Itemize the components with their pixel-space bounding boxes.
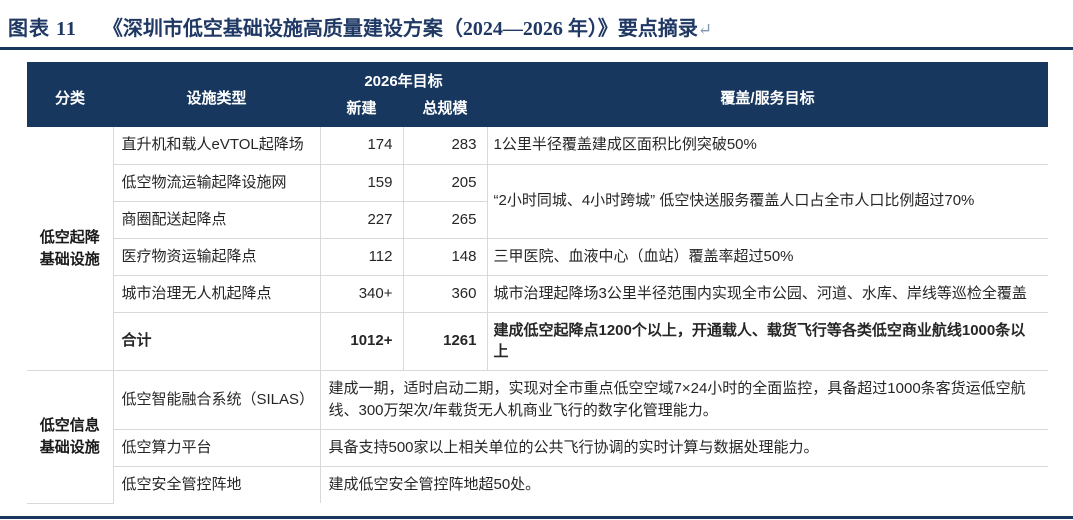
table-row: 低空信息 基础设施 低空智能融合系统（SILAS） 建成一期，适时启动二期，实现… bbox=[27, 370, 1048, 504]
table-row: 低空起降 基础设施 直升机和载人eVTOL起降场 174 283 1公里半径覆盖… bbox=[27, 127, 1048, 371]
new-built-total: 1012+ bbox=[319, 311, 404, 371]
new-built-value: 159 bbox=[319, 163, 404, 202]
new-built-value: 340+ bbox=[319, 274, 404, 313]
table-row: 低空物流运输起降设施网 159 205 “2小时同城、4小时跨城” 低空快送服务… bbox=[27, 163, 1048, 239]
new-built-value: 174 bbox=[319, 127, 404, 165]
header-total-scale: 总规模 bbox=[403, 94, 487, 127]
facility-cell: 低空算力平台 bbox=[113, 428, 321, 467]
coverage-goal-cell: “2小时同城、4小时跨城” 低空快送服务覆盖人口占全市人口比例超过70% bbox=[486, 163, 1048, 239]
new-built-value: 112 bbox=[319, 237, 404, 276]
table-row: 城市治理无人机起降点 340+ 360 城市治理起降场3公里半径范围内实现全市公… bbox=[27, 274, 1048, 313]
figure-title-text: 《深圳市低空基础设施高质量建设方案（2024—2026 年）》要点摘录 bbox=[102, 18, 698, 40]
facility-cell: 低空智能融合系统（SILAS） bbox=[112, 370, 321, 430]
category-info-infrastructure: 低空信息 基础设施 bbox=[27, 370, 114, 504]
facility-cell: 低空物流运输起降设施网 bbox=[113, 163, 321, 202]
source-divider-rule bbox=[0, 515, 1073, 519]
facility-cell: 医疗物资运输起降点 bbox=[113, 237, 321, 276]
table-row-total: 合计 1012+ 1261 建成低空起降点1200个以上，开通载人、载货飞行等各… bbox=[27, 311, 1048, 371]
total-label: 合计 bbox=[113, 311, 321, 371]
table-row: 商圈配送起降点 227 265 bbox=[27, 200, 1048, 239]
category-label-line: 基础设施 bbox=[39, 250, 100, 268]
description-cell: 建成一期，适时启动二期，实现对全市重点低空空域7×24小时的全面监控，具备超过1… bbox=[319, 370, 1048, 430]
figure-number: 图表 11 bbox=[8, 18, 77, 40]
header-facility-type: 设施类型 bbox=[113, 62, 320, 127]
category-label-line: 低空起降 bbox=[39, 228, 100, 246]
table-row: 低空算力平台 具备支持500家以上相关单位的公共飞行协调的实时计算与数据处理能力… bbox=[27, 428, 1048, 467]
table-row: 低空安全管控阵地 建成低空安全管控阵地超50处。 bbox=[27, 465, 1048, 503]
summary-table-container: 分类 设施类型 2026年目标 覆盖/服务目标 新建 总规模 低空起降 基础设施… bbox=[27, 62, 1048, 504]
paragraph-return-mark: ↵ bbox=[697, 20, 713, 39]
coverage-goal-cell: 1公里半径覆盖建成区面积比例突破50% bbox=[486, 127, 1048, 165]
description-cell: 建成低空安全管控阵地超50处。 bbox=[319, 465, 1048, 503]
category-landing-infrastructure: 低空起降 基础设施 bbox=[27, 127, 114, 371]
title-divider-rule bbox=[0, 47, 1073, 50]
coverage-goal-cell: 三甲医院、血液中心（血站）覆盖率超过50% bbox=[486, 237, 1048, 276]
summary-table: 分类 设施类型 2026年目标 覆盖/服务目标 新建 总规模 低空起降 基础设施… bbox=[27, 62, 1048, 504]
coverage-goal-cell: 城市治理起降场3公里半径范围内实现全市公园、河道、水库、岸线等巡检全覆盖 bbox=[486, 274, 1048, 313]
header-2026-target: 2026年目标 bbox=[320, 62, 487, 94]
total-scale-value: 148 bbox=[402, 237, 488, 276]
total-scale-value: 360 bbox=[402, 274, 488, 313]
figure-title: 图表 11 《深圳市低空基础设施高质量建设方案（2024—2026 年）》要点摘录… bbox=[0, 0, 1073, 47]
total-scale-value: 265 bbox=[402, 200, 487, 239]
facility-cell: 城市治理无人机起降点 bbox=[113, 274, 321, 313]
description-cell: 具备支持500家以上相关单位的公共飞行协调的实时计算与数据处理能力。 bbox=[319, 428, 1048, 467]
total-scale-total: 1261 bbox=[402, 311, 488, 371]
category-label-line: 基础设施 bbox=[39, 438, 100, 456]
facility-cell: 低空安全管控阵地 bbox=[113, 465, 321, 503]
coverage-goal-total: 建成低空起降点1200个以上，开通载人、载货飞行等各类低空商业航线1000条以上 bbox=[486, 311, 1048, 371]
facility-cell: 商圈配送起降点 bbox=[113, 200, 321, 239]
total-scale-value: 205 bbox=[402, 163, 488, 202]
header-new-built: 新建 bbox=[320, 94, 403, 127]
header-category: 分类 bbox=[27, 62, 113, 127]
new-built-value: 227 bbox=[319, 200, 404, 239]
table-row: 医疗物资运输起降点 112 148 三甲医院、血液中心（血站）覆盖率超过50% bbox=[27, 237, 1048, 276]
facility-cell: 直升机和载人eVTOL起降场 bbox=[112, 127, 321, 165]
table-header: 分类 设施类型 2026年目标 覆盖/服务目标 新建 总规模 bbox=[27, 62, 1048, 127]
header-coverage-goal: 覆盖/服务目标 bbox=[487, 62, 1048, 127]
category-label-line: 低空信息 bbox=[39, 417, 100, 434]
total-scale-value: 283 bbox=[402, 127, 488, 165]
